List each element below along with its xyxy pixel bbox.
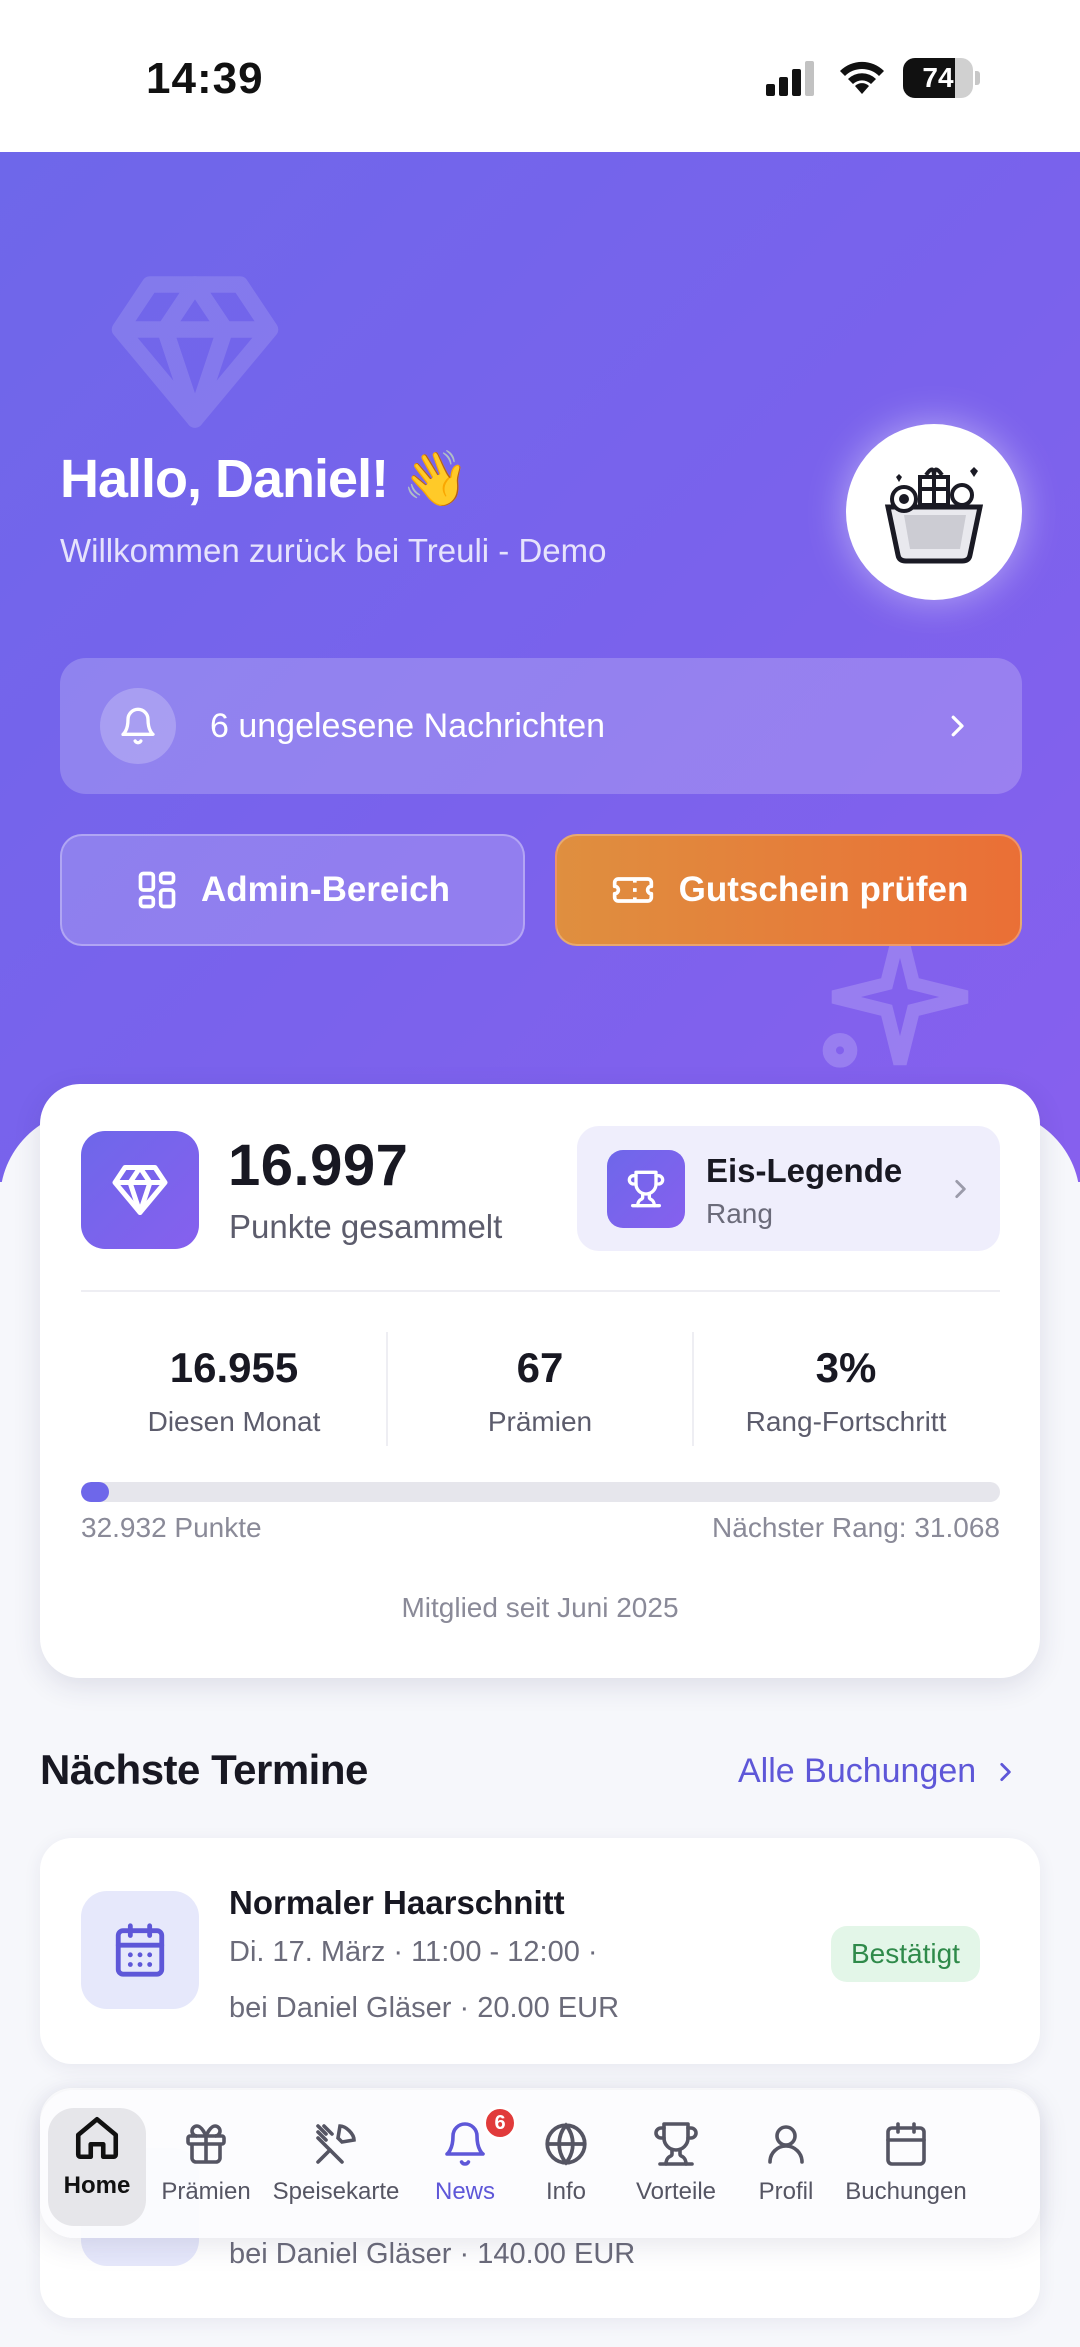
sparkle-icon bbox=[822, 928, 969, 1068]
admin-area-label: Admin-Bereich bbox=[201, 870, 450, 909]
status-time: 14:39 bbox=[146, 54, 264, 103]
rank-progress-fill bbox=[81, 1482, 109, 1502]
gift-icon bbox=[158, 2114, 254, 2174]
all-bookings-link[interactable]: Alle Buchungen bbox=[738, 1752, 1018, 1791]
bell-icon bbox=[100, 688, 176, 764]
status-bar: 14:39 74 bbox=[0, 0, 1080, 152]
calendar-icon bbox=[81, 1891, 199, 2009]
stat-label: Prämien bbox=[487, 1406, 593, 1437]
news-badge: 6 bbox=[483, 2106, 517, 2140]
nav-label: News bbox=[434, 2178, 495, 2205]
appointment-details: bei Daniel Gläser · 20.00 EUR bbox=[229, 1992, 620, 2024]
stat-label: Diesen Monat bbox=[147, 1406, 321, 1437]
shop-logo[interactable] bbox=[846, 424, 1022, 600]
section-title-appointments: Nächste Termine bbox=[40, 1746, 368, 1793]
progress-next-rank: Nächster Rang: 31.068 bbox=[712, 1512, 1000, 1543]
signal-icon bbox=[766, 61, 814, 96]
nav-item-profile[interactable]: Profil bbox=[744, 2114, 828, 2220]
appointment-details: bei Daniel Gläser · 140.00 EUR bbox=[229, 2238, 636, 2270]
nav-item-bookings[interactable]: Buchungen bbox=[840, 2114, 972, 2220]
check-voucher-button[interactable]: Gutschein prüfen bbox=[555, 834, 1022, 946]
stat-rewards: 67 Prämien bbox=[387, 1314, 693, 1438]
rank-card[interactable]: Eis-Legende Rang bbox=[577, 1126, 1000, 1251]
gift-basket-icon bbox=[884, 467, 984, 564]
chevron-right-icon bbox=[955, 1180, 966, 1198]
nav-item-info[interactable]: Info bbox=[524, 2114, 608, 2220]
nav-label: Vorteile bbox=[635, 2178, 717, 2205]
nav-item-benefits[interactable]: Vorteile bbox=[620, 2114, 732, 2220]
unread-messages-label: 6 ungelesene Nachrichten bbox=[210, 706, 606, 745]
progress-points: 32.932 Punkte bbox=[81, 1512, 262, 1543]
nav-label: Buchungen bbox=[845, 2178, 967, 2205]
admin-area-button[interactable]: Admin-Bereich bbox=[60, 834, 525, 946]
rank-progress-bar bbox=[81, 1482, 1000, 1502]
check-voucher-label: Gutschein prüfen bbox=[678, 870, 969, 909]
trophy-icon bbox=[620, 2114, 732, 2174]
nav-item-news[interactable]: 6 News bbox=[418, 2106, 517, 2220]
home-icon bbox=[48, 2108, 146, 2168]
stat-label: Rang-Fortschritt bbox=[745, 1406, 947, 1437]
appointment-datetime: Di. 17. März · 11:00 - 12:00 · bbox=[229, 1936, 598, 1968]
nav-item-rewards[interactable]: Prämien bbox=[158, 2114, 254, 2220]
trophy-icon bbox=[607, 1150, 685, 1228]
nav-item-menu[interactable]: Speisekarte bbox=[266, 2114, 406, 2220]
nav-label: Profil bbox=[758, 2178, 814, 2205]
hero-header: Hallo, Daniel! 👋 Willkommen zurück bei T… bbox=[0, 152, 1080, 1182]
dashboard-icon bbox=[138, 871, 176, 909]
user-icon bbox=[744, 2114, 828, 2174]
greeting-title: Hallo, Daniel! 👋 bbox=[60, 449, 469, 509]
globe-icon bbox=[524, 2114, 608, 2174]
member-since: Mitglied seit Juni 2025 bbox=[401, 1592, 679, 1623]
bottom-navigation: Home Prämien Speisekarte 6 News bbox=[40, 2090, 1040, 2238]
diamond-icon bbox=[111, 276, 279, 428]
stat-value: 3% bbox=[815, 1344, 877, 1391]
points-card: 16.997 Punkte gesammelt Eis-Legende Rang… bbox=[40, 1084, 1040, 1678]
all-bookings-label: Alle Buchungen bbox=[738, 1752, 977, 1790]
ticket-icon bbox=[612, 877, 653, 903]
stat-this-month: 16.955 Diesen Monat bbox=[81, 1314, 387, 1438]
appointment-title: Normaler Haarschnitt bbox=[229, 1884, 565, 1921]
battery-indicator: 74 bbox=[903, 58, 980, 98]
nav-label: Speisekarte bbox=[272, 2178, 400, 2205]
nav-label: Prämien bbox=[161, 2178, 251, 2205]
unread-messages-banner[interactable]: 6 ungelesene Nachrichten bbox=[60, 658, 1022, 794]
stat-value: 67 bbox=[516, 1344, 564, 1391]
rank-name: Eis-Legende bbox=[706, 1152, 903, 1189]
greeting-subtitle: Willkommen zurück bei Treuli - Demo bbox=[60, 532, 607, 569]
chevron-right-icon bbox=[1000, 1762, 1011, 1781]
nav-label: Info bbox=[545, 2178, 587, 2205]
nav-item-home[interactable]: Home bbox=[48, 2108, 146, 2226]
status-badge: Bestätigt bbox=[831, 1926, 980, 1982]
battery-level: 74 bbox=[922, 62, 954, 93]
points-label: Punkte gesammelt bbox=[229, 1208, 503, 1245]
wifi-icon bbox=[840, 61, 884, 94]
stat-rank-progress: 3% Rang-Fortschritt bbox=[693, 1314, 999, 1438]
utensils-icon bbox=[266, 2114, 406, 2174]
nav-label: Home bbox=[63, 2172, 131, 2199]
stat-value: 16.955 bbox=[169, 1344, 299, 1391]
chevron-right-icon bbox=[951, 715, 964, 737]
bell-icon: 6 bbox=[418, 2106, 517, 2174]
rank-label: Rang bbox=[706, 1198, 773, 1229]
appointment-card[interactable]: Normaler Haarschnitt Di. 17. März · 11:0… bbox=[40, 1838, 1040, 2064]
calendar-icon bbox=[840, 2114, 972, 2174]
points-total: 16.997 bbox=[228, 1133, 409, 1198]
diamond-icon bbox=[81, 1131, 199, 1249]
